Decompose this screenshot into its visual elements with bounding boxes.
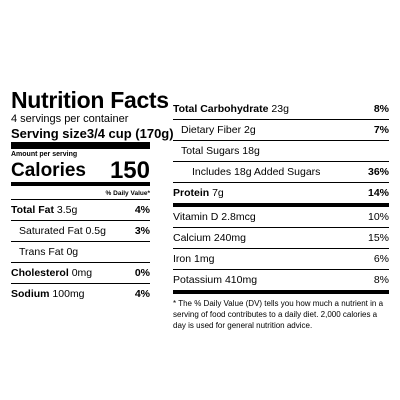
vitamin-row-calcium: Calcium 240mg 15% xyxy=(173,228,389,249)
nutrient-dv: 14% xyxy=(367,187,389,199)
vitamin-row-iron: Iron 1mg 6% xyxy=(173,249,389,270)
nutrient-row-added-sugars: Includes 18g Added Sugars 36% xyxy=(173,162,389,183)
nutrient-name: Saturated Fat xyxy=(19,225,83,237)
nutrient-name: Total Fat xyxy=(11,204,54,216)
nutrient-row-sodium: Sodium 100mg 4% xyxy=(11,284,150,304)
nutrient-dv: 7% xyxy=(373,124,389,136)
serving-size-label: Serving size xyxy=(11,126,87,141)
serving-size-value: 3/4 cup (170g) xyxy=(86,126,174,141)
daily-value-header: % Daily Value* xyxy=(11,189,150,200)
nutrient-amount: 0.5g xyxy=(85,225,106,237)
nutrient-row-saturated-fat: Saturated Fat 0.5g 3% xyxy=(11,221,150,242)
daily-value-footnote: * The % Daily Value (DV) tells you how m… xyxy=(173,299,384,330)
vitamin-name: Calcium xyxy=(173,232,211,244)
nutrition-panel-right: Total Carbohydrate 23g 8% Dietary Fiber … xyxy=(173,99,389,331)
calories-row: Calories 150 xyxy=(11,157,150,184)
vitamin-row-vitamin-d: Vitamin D 2.8mcg 10% xyxy=(173,207,389,228)
nutrient-amount: 18g xyxy=(242,145,260,157)
nutrient-row-total-carbohydrate: Total Carbohydrate 23g 8% xyxy=(173,99,389,120)
nutrient-amount: 0mg xyxy=(71,267,93,279)
nutrient-dv: 36% xyxy=(367,166,389,178)
calories-value: 150 xyxy=(109,157,150,184)
nutrient-name: Includes 18g Added Sugars xyxy=(192,166,321,178)
nutrient-dv: 0% xyxy=(134,267,150,279)
nutrient-name: Protein xyxy=(173,187,210,199)
vitamin-dv: 8% xyxy=(373,274,389,286)
servings-per-container: 4 servings per container xyxy=(11,113,129,125)
nutrient-amount: 7g xyxy=(212,187,224,199)
vitamin-amount: 1mg xyxy=(194,253,215,265)
nutrient-name: Total Carbohydrate xyxy=(173,103,269,115)
vitamin-amount: 410mg xyxy=(224,274,258,286)
thick-divider xyxy=(11,142,150,149)
vitamin-amount: 2.8mcg xyxy=(221,211,256,223)
nutrient-name: Total Sugars xyxy=(181,145,240,157)
calories-label: Calories xyxy=(11,160,86,181)
nutrient-amount: 23g xyxy=(271,103,289,115)
nutrient-amount: 0g xyxy=(66,246,79,258)
vitamin-name: Iron xyxy=(173,253,192,265)
nutrient-dv: 3% xyxy=(134,225,150,237)
nutrient-row-protein: Protein 7g 14% xyxy=(173,183,389,207)
nutrient-row-cholesterol: Cholesterol 0mg 0% xyxy=(11,263,150,284)
vitamin-dv: 6% xyxy=(373,253,389,265)
nutrient-amount: 100mg xyxy=(52,288,85,300)
nutrition-panel-left: Nutrition Facts 4 servings per container… xyxy=(11,87,174,304)
nutrition-title: Nutrition Facts xyxy=(11,87,169,113)
vitamin-name: Vitamin D xyxy=(173,211,219,223)
nutrient-name: Cholesterol xyxy=(11,267,69,279)
nutrient-row-dietary-fiber: Dietary Fiber 2g 7% xyxy=(173,120,389,141)
nutrient-amount: 2g xyxy=(244,124,256,136)
nutrient-row-total-fat: Total Fat 3.5g 4% xyxy=(11,200,150,221)
nutrient-row-total-sugars: Total Sugars 18g xyxy=(173,141,389,162)
amount-per-serving: Amount per serving xyxy=(11,151,78,158)
serving-size-row: Serving size 3/4 cup (170g) xyxy=(11,126,174,141)
nutrient-name: Trans Fat xyxy=(19,246,64,258)
vitamin-dv: 10% xyxy=(367,211,389,223)
nutrient-name: Dietary Fiber xyxy=(181,124,242,136)
vitamin-name: Potassium xyxy=(173,274,223,286)
vitamin-amount: 240mg xyxy=(213,232,246,244)
nutrient-amount: 3.5g xyxy=(56,204,78,216)
vitamin-row-potassium: Potassium 410mg 8% xyxy=(173,270,389,294)
nutrient-dv: 8% xyxy=(373,103,389,115)
medium-divider xyxy=(11,182,150,186)
nutrient-row-trans-fat: Trans Fat 0g xyxy=(11,242,150,263)
nutrient-dv: 4% xyxy=(134,288,150,300)
nutrient-dv: 4% xyxy=(134,204,150,216)
vitamin-dv: 15% xyxy=(367,232,389,244)
nutrient-name: Sodium xyxy=(11,288,50,300)
